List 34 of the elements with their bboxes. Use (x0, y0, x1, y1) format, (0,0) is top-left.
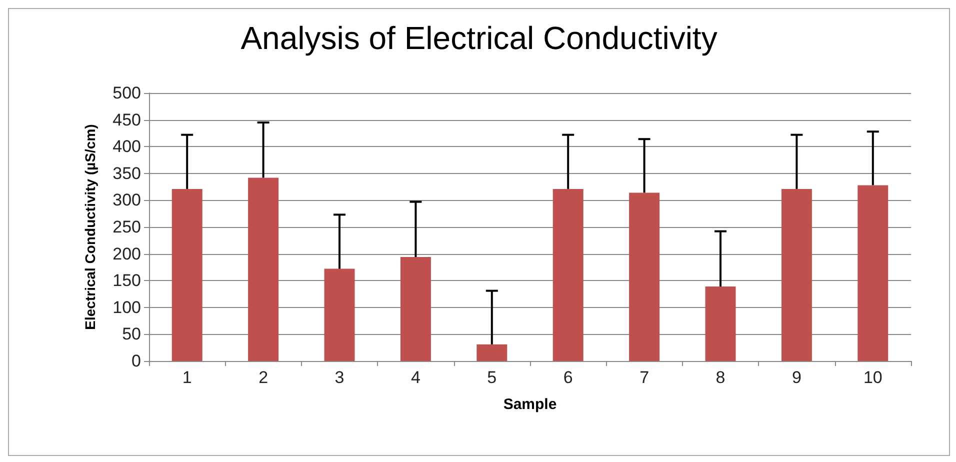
y-tick-label: 250 (112, 218, 141, 236)
y-tick-label: 0 (132, 352, 141, 370)
bar (781, 188, 812, 361)
x-tick-label: 10 (863, 368, 882, 387)
x-tick-label: 3 (334, 368, 344, 387)
chart-title: Analysis of Electrical Conductivity (240, 20, 718, 56)
x-tick-label: 4 (410, 368, 420, 387)
x-tick-label: 7 (640, 368, 650, 387)
bar (400, 257, 431, 361)
x-axis-title: Sample (503, 396, 557, 413)
bar (172, 188, 202, 361)
y-tick-label: 450 (112, 110, 141, 130)
y-tick-label: 50 (122, 324, 141, 344)
bar (705, 286, 736, 361)
x-tick-label: 5 (487, 368, 497, 387)
bar (476, 344, 508, 361)
y-tick-label: 150 (112, 271, 141, 290)
bar (324, 268, 355, 361)
x-tick-label: 2 (258, 368, 268, 387)
x-tick-label: 8 (716, 368, 726, 387)
x-tick-label: 6 (563, 368, 573, 387)
y-tick-label: 500 (112, 84, 141, 102)
y-tick-label: 350 (112, 164, 141, 183)
bar (629, 192, 660, 361)
x-tick-label: 1 (182, 368, 192, 387)
y-tick-label: 100 (112, 298, 141, 317)
x-tick-label: 9 (792, 368, 802, 387)
y-tick-label: 200 (112, 244, 141, 264)
bar (858, 185, 888, 361)
bar (552, 188, 584, 361)
y-axis-title: Electrical Conductivity (µS/cm) (82, 124, 98, 330)
y-tick-label: 300 (112, 190, 141, 210)
bar (248, 178, 279, 361)
y-tick-label: 400 (112, 137, 141, 156)
